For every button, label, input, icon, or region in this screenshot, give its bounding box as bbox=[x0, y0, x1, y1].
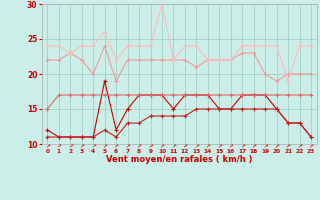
X-axis label: Vent moyen/en rafales ( km/h ): Vent moyen/en rafales ( km/h ) bbox=[106, 155, 252, 164]
